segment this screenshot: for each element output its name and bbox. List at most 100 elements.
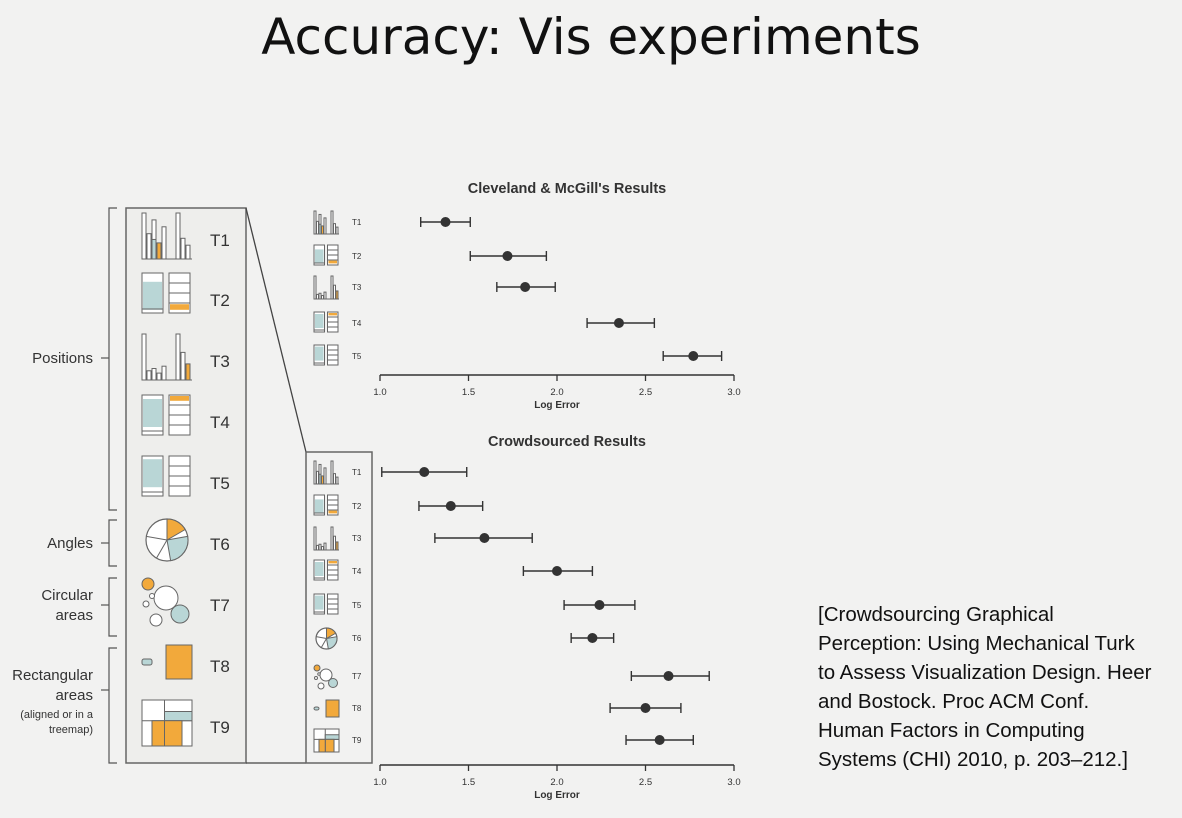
data-point [419, 467, 430, 477]
data-point [640, 703, 651, 713]
citation-line: [Crowdsourcing Graphical [818, 603, 1054, 626]
mini-glyph-t8 [313, 699, 340, 718]
mini-glyph-t7 [313, 664, 338, 690]
row-label: T3 [352, 283, 362, 292]
task-glyph-t1 [141, 212, 192, 260]
x-tick-label: 2.5 [639, 777, 652, 788]
task-label: T6 [210, 535, 230, 554]
group-bracket: Rectangular areas (aligned or in a treemap) [12, 647, 117, 764]
group-label: Angles [47, 535, 93, 552]
task-label: T1 [210, 231, 230, 250]
mini-glyph-t4 [313, 559, 339, 581]
slide-title: Accuracy: Vis experiments [261, 8, 921, 66]
row-label: T2 [352, 252, 362, 261]
citation-line: Systems (CHI) 2010, p. 203–212.] [818, 748, 1128, 771]
mini-glyph-t2 [313, 244, 339, 266]
group-bracket: Circular areas [41, 577, 117, 637]
task-panel: T1 T2 T3 T4 T5 T6 T7 T8 T9 Positions Angles Circula… [12, 207, 247, 764]
task-glyph-t5 [141, 455, 191, 497]
data-point [688, 351, 699, 361]
x-tick-label: 1.5 [462, 777, 475, 788]
chart-title: Crowdsourced Results [488, 434, 646, 450]
data-point [502, 251, 513, 261]
data-point [520, 282, 531, 292]
x-tick-label: 1.0 [373, 387, 386, 398]
task-glyph-t7 [141, 577, 190, 627]
task-glyph-t2 [141, 272, 191, 314]
x-axis-label: Log Error [534, 400, 580, 411]
chart-cleveland-mcgill: Cleveland & McGill's Results T1 T2 T3 T4 T5 1.… [313, 181, 741, 411]
mini-glyph-t9 [313, 728, 340, 753]
data-point [587, 633, 598, 643]
task-glyph-t3 [141, 333, 192, 381]
connector-line [245, 207, 307, 453]
group-bracket: Positions [32, 207, 117, 511]
citation-line: Perception: Using Mechanical Turk [818, 632, 1135, 655]
group-label: Circular [41, 587, 93, 604]
citation: [Crowdsourcing Graphical Perception: Usi… [818, 600, 1178, 774]
data-point [654, 735, 665, 745]
group-label: Positions [32, 350, 93, 367]
task-label: T7 [210, 596, 230, 615]
task-label: T2 [210, 291, 230, 310]
task-glyph-t6 [145, 518, 189, 562]
x-axis-label: Log Error [534, 790, 580, 801]
group-label: (aligned or in a [20, 709, 94, 721]
task-label: T3 [210, 352, 230, 371]
group-label: treemap) [49, 724, 93, 736]
task-glyph-t4 [141, 394, 191, 436]
row-label: T1 [352, 468, 362, 477]
mini-glyph-t1 [313, 210, 339, 235]
row-label: T3 [352, 534, 362, 543]
mini-glyph-t4 [313, 311, 339, 333]
chart-crowdsourced: Crowdsourced Results T1 T2 T3 T4 T5 T6 T7 T8 T9 1.… [305, 434, 741, 801]
mini-glyph-t1 [313, 460, 339, 485]
chart-title: Cleveland & McGill's Results [468, 181, 666, 197]
row-label: T9 [352, 736, 362, 745]
task-glyph-t8 [141, 644, 193, 680]
group-label: areas [55, 687, 93, 704]
group-label: Rectangular [12, 667, 93, 684]
row-label: T8 [352, 704, 362, 713]
citation-line: to Assess Visualization Design. Heer [818, 661, 1152, 684]
data-point [663, 671, 674, 681]
mini-glyph-t2 [313, 494, 339, 516]
data-point [440, 217, 451, 227]
task-label: T8 [210, 657, 230, 676]
x-tick-label: 3.0 [727, 777, 740, 788]
data-point [479, 533, 490, 543]
task-label: T9 [210, 718, 230, 737]
group-label: areas [55, 607, 93, 624]
task-label: T4 [210, 413, 230, 432]
mini-glyph-t6 [315, 627, 338, 650]
group-bracket: Angles [47, 519, 117, 567]
row-label: T7 [352, 672, 362, 681]
x-tick-label: 1.5 [462, 387, 475, 398]
row-label: T4 [352, 319, 362, 328]
row-label: T1 [352, 218, 362, 227]
data-point [552, 566, 562, 576]
data-point [445, 501, 456, 511]
mini-glyph-t3 [313, 526, 339, 551]
citation-line: Human Factors in Computing [818, 719, 1085, 742]
citation-line: and Bostock. Proc ACM Conf. [818, 690, 1090, 713]
mini-panel-frame [305, 451, 373, 764]
data-point [594, 600, 605, 610]
x-tick-label: 1.0 [373, 777, 386, 788]
row-label: T2 [352, 502, 362, 511]
mini-glyph-t3 [313, 275, 339, 300]
x-tick-label: 2.5 [639, 387, 652, 398]
task-label: T5 [210, 474, 230, 493]
row-label: T5 [352, 601, 362, 610]
data-point [613, 318, 624, 328]
row-label: T4 [352, 567, 362, 576]
x-tick-label: 2.0 [550, 777, 563, 788]
mini-glyph-t5 [313, 344, 339, 366]
task-glyph-t9 [141, 699, 193, 747]
x-tick-label: 3.0 [727, 387, 740, 398]
row-label: T5 [352, 352, 362, 361]
row-label: T6 [352, 634, 362, 643]
x-tick-label: 2.0 [550, 387, 563, 398]
mini-glyph-t5 [313, 593, 339, 615]
